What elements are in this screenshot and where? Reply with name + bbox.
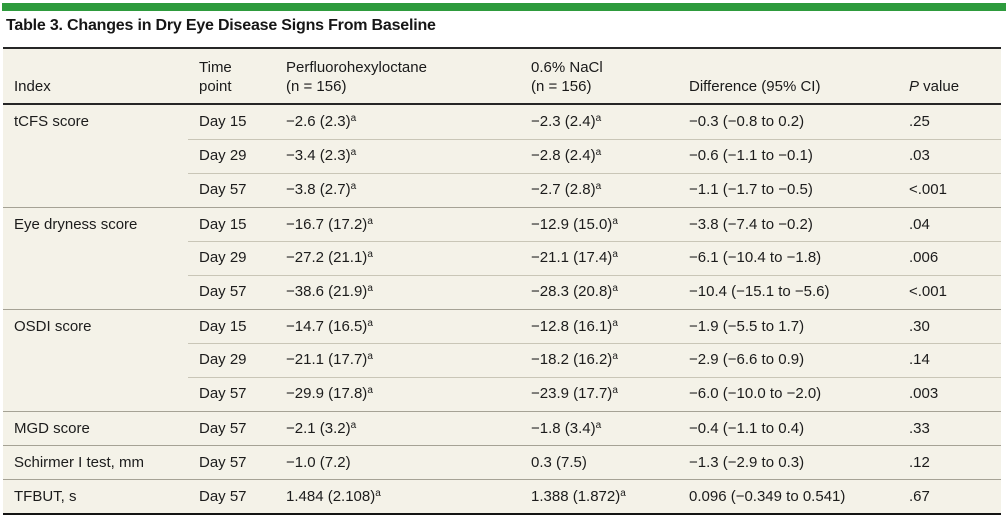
row-nacl-value: −28.3 (20.8)a bbox=[531, 283, 618, 300]
row-difference-value: −6.0 (−10.0 to −2.0) bbox=[689, 385, 822, 402]
row-pvalue: .33 bbox=[909, 419, 930, 437]
row-nacl-value: −2.7 (2.8)a bbox=[531, 181, 602, 198]
row-difference-value: −3.8 (−7.4 to −0.2) bbox=[689, 215, 813, 233]
row-pvalue: .25 bbox=[909, 113, 930, 130]
table-row: Eye dryness score Day 15 −16.7 (17.2)a −… bbox=[3, 207, 1001, 241]
accent-bar bbox=[2, 3, 1006, 11]
column-header-nacl: 0.6% NaCl (n = 156) bbox=[531, 59, 603, 95]
table-row: OSDI score Day 15 −14.7 (16.5)a −12.8 (1… bbox=[3, 309, 1001, 343]
row-pvalue: .03 bbox=[909, 147, 930, 164]
row-pfho-value: −3.8 (2.7)a bbox=[286, 181, 357, 198]
row-difference-value: −1.9 (−5.5 to 1.7) bbox=[689, 317, 805, 335]
row-pvalue: <.001 bbox=[909, 283, 947, 300]
row-pvalue: .14 bbox=[909, 351, 930, 368]
row-nacl-value: −12.8 (16.1)a bbox=[531, 317, 618, 335]
row-timepoint: Day 15 bbox=[199, 317, 247, 335]
row-index-label: Schirmer I test, mm bbox=[14, 453, 145, 471]
row-pvalue: .67 bbox=[909, 487, 930, 505]
data-table: Index Time point Perfluorohexyloctane (n… bbox=[3, 47, 1001, 515]
row-nacl-value: −12.9 (15.0)a bbox=[531, 215, 618, 233]
row-pvalue: .30 bbox=[909, 317, 930, 335]
row-timepoint: Day 57 bbox=[199, 181, 247, 198]
row-timepoint: Day 57 bbox=[199, 487, 247, 505]
column-header-timepoint: Time point bbox=[199, 59, 232, 95]
row-pfho-value: −16.7 (17.2)a bbox=[286, 215, 373, 233]
row-pfho-value: −2.6 (2.3)a bbox=[286, 113, 357, 130]
table-header-row: Index Time point Perfluorohexyloctane (n… bbox=[3, 49, 1001, 105]
column-header-pvalue: P value bbox=[909, 78, 960, 95]
row-pfho-value: −2.1 (3.2)a bbox=[286, 419, 357, 437]
table-title: Table 3. Changes in Dry Eye Disease Sign… bbox=[6, 17, 436, 34]
table-row: Day 57 −3.8 (2.7)a −2.7 (2.8)a −1.1 (−1.… bbox=[3, 173, 1001, 207]
row-index-label: TFBUT, s bbox=[14, 487, 77, 505]
row-index-label: MGD score bbox=[14, 419, 90, 437]
row-nacl-value: −1.8 (3.4)a bbox=[531, 419, 602, 437]
row-pfho-value: −21.1 (17.7)a bbox=[286, 351, 373, 368]
row-timepoint: Day 15 bbox=[199, 215, 247, 233]
row-difference-value: −0.4 (−1.1 to 0.4) bbox=[689, 419, 805, 437]
row-difference-value: −2.9 (−6.6 to 0.9) bbox=[689, 351, 805, 368]
row-difference-value: 0.096 (−0.349 to 0.541) bbox=[689, 487, 846, 505]
column-header-difference: Difference (95% CI) bbox=[689, 78, 821, 95]
table-row: MGD score Day 57 −2.1 (3.2)a −1.8 (3.4)a… bbox=[3, 411, 1001, 445]
row-pvalue: <.001 bbox=[909, 181, 947, 198]
row-timepoint: Day 57 bbox=[199, 385, 247, 402]
table-row: Day 57 −29.9 (17.8)a −23.9 (17.7)a −6.0 … bbox=[3, 377, 1001, 411]
row-pfho-value: −1.0 (7.2) bbox=[286, 453, 351, 471]
table-row: Day 29 −21.1 (17.7)a −18.2 (16.2)a −2.9 … bbox=[3, 343, 1001, 377]
row-pvalue: .003 bbox=[909, 385, 939, 402]
table-row: TFBUT, s Day 57 1.484 (2.108)a 1.388 (1.… bbox=[3, 479, 1001, 513]
row-nacl-value: 1.388 (1.872)a bbox=[531, 487, 626, 505]
row-nacl-value: −2.8 (2.4)a bbox=[531, 147, 602, 164]
table-row: Day 29 −27.2 (21.1)a −21.1 (17.4)a −6.1 … bbox=[3, 241, 1001, 275]
row-nacl-value: −2.3 (2.4)a bbox=[531, 113, 602, 130]
row-difference-value: −0.3 (−0.8 to 0.2) bbox=[689, 113, 805, 130]
row-pvalue: .006 bbox=[909, 249, 939, 266]
table-row: Day 57 −38.6 (21.9)a −28.3 (20.8)a −10.4… bbox=[3, 275, 1001, 309]
row-nacl-value: 0.3 (7.5) bbox=[531, 453, 587, 471]
row-index-label: tCFS score bbox=[14, 113, 90, 130]
row-nacl-value: −23.9 (17.7)a bbox=[531, 385, 618, 402]
row-pfho-value: 1.484 (2.108)a bbox=[286, 487, 381, 505]
row-nacl-value: −18.2 (16.2)a bbox=[531, 351, 618, 368]
row-pfho-value: −38.6 (21.9)a bbox=[286, 283, 373, 300]
row-difference-value: −10.4 (−15.1 to −5.6) bbox=[689, 283, 830, 300]
table-body: tCFS score Day 15 −2.6 (2.3)a −2.3 (2.4)… bbox=[3, 105, 1001, 513]
column-header-index: Index bbox=[14, 78, 51, 95]
row-pvalue: .12 bbox=[909, 453, 930, 471]
row-pvalue: .04 bbox=[909, 215, 930, 233]
row-index-label: OSDI score bbox=[14, 317, 92, 335]
row-timepoint: Day 15 bbox=[199, 113, 247, 130]
row-timepoint: Day 57 bbox=[199, 419, 247, 437]
row-timepoint: Day 29 bbox=[199, 249, 247, 266]
row-difference-value: −6.1 (−10.4 to −1.8) bbox=[689, 249, 822, 266]
row-difference-value: −0.6 (−1.1 to −0.1) bbox=[689, 147, 813, 164]
row-pfho-value: −27.2 (21.1)a bbox=[286, 249, 373, 266]
row-nacl-value: −21.1 (17.4)a bbox=[531, 249, 618, 266]
column-header-perfluorohexyloctane: Perfluorohexyloctane (n = 156) bbox=[286, 59, 427, 95]
row-pfho-value: −3.4 (2.3)a bbox=[286, 147, 357, 164]
row-difference-value: −1.3 (−2.9 to 0.3) bbox=[689, 453, 805, 471]
row-timepoint: Day 29 bbox=[199, 351, 247, 368]
row-timepoint: Day 29 bbox=[199, 147, 247, 164]
row-timepoint: Day 57 bbox=[199, 453, 247, 471]
row-index-label: Eye dryness score bbox=[14, 215, 138, 233]
row-pfho-value: −29.9 (17.8)a bbox=[286, 385, 373, 402]
table-row: tCFS score Day 15 −2.6 (2.3)a −2.3 (2.4)… bbox=[3, 105, 1001, 139]
table-row: Schirmer I test, mm Day 57 −1.0 (7.2) 0.… bbox=[3, 445, 1001, 479]
row-difference-value: −1.1 (−1.7 to −0.5) bbox=[689, 181, 813, 198]
table-row: Day 29 −3.4 (2.3)a −2.8 (2.4)a −0.6 (−1.… bbox=[3, 139, 1001, 173]
row-pfho-value: −14.7 (16.5)a bbox=[286, 317, 373, 335]
row-timepoint: Day 57 bbox=[199, 283, 247, 300]
